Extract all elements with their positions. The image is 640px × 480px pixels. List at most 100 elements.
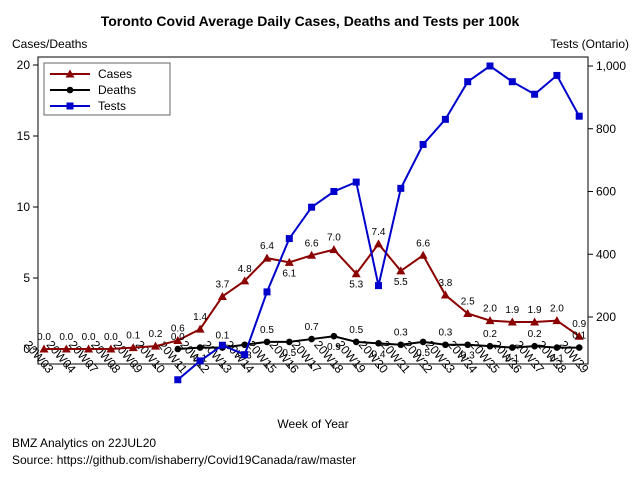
cases-point [307,250,317,259]
deaths-point [553,344,561,351]
tests-point [330,188,338,195]
cases-data-label: 7.4 [372,227,386,238]
deaths-point [286,338,293,346]
right-tick-label: 800 [596,122,616,136]
cases-data-label: 0.0 [82,332,96,343]
cases-data-label: 2.0 [483,304,497,315]
legend-label-tests: Tests [98,99,126,113]
tests-point [397,184,405,192]
cases-point [106,344,116,353]
cases-data-label: 5.3 [349,280,363,291]
cases-point [84,344,94,353]
cases-point [507,317,517,326]
deaths-data-label: 0.1 [505,354,519,365]
deaths-data-label: 0.4 [372,349,386,360]
deaths-data-label: 0.3 [394,328,408,339]
cases-data-label: 2.0 [550,304,564,315]
cases-point [485,316,495,325]
right-axis-title: Tests (Ontario) [550,37,629,51]
deaths-point [464,341,472,349]
deaths-data-label: 0.1 [550,354,564,365]
deaths-data-label: 0.0 [171,332,185,343]
left-tick-label: 10 [17,200,31,214]
cases-point [440,290,450,299]
deaths-point [375,340,382,347]
cases-point [195,324,205,333]
tests-point [486,62,494,70]
deaths-point [575,344,583,351]
cases-point [240,276,250,285]
cases-data-label: 0.0 [37,332,51,343]
deaths-point [352,338,360,346]
cases-point [39,344,49,353]
cases-point [530,317,540,326]
tests-point [575,112,583,120]
deaths-data-label: 0.2 [483,329,497,340]
cases-data-label: 1.4 [193,312,207,323]
legend-marker-deaths [66,86,74,94]
deaths-data-label: 0.3 [438,328,452,339]
cases-point [61,344,71,353]
cases-data-label: 3.8 [438,278,452,289]
cases-data-label: 0.0 [104,332,118,343]
legend-marker-cases [65,69,75,78]
footer-source: Source: https://github.com/ishaberry/Cov… [12,453,357,467]
cases-data-label: 0.6 [171,323,185,334]
tests-point [174,376,182,384]
cases-data-label: 6.6 [305,238,319,249]
legend-label-deaths: Deaths [98,83,136,97]
tests-point [553,71,561,79]
tests-point [531,90,539,98]
tests-point [263,288,271,296]
tests-point [308,203,316,211]
cases-data-label: 7.0 [327,233,341,244]
deaths-data-label: 0.5 [349,325,363,336]
cases-data-label: 5.5 [394,277,408,288]
deaths-point [419,338,427,346]
deaths-data-label: 0.5 [282,348,296,359]
cases-point [552,316,562,325]
cases-point [374,239,383,248]
tests-point [352,178,360,186]
right-tick-label: 200 [596,310,616,324]
deaths-data-label: 0.3 [461,351,475,362]
tests-point [218,341,226,349]
tests-point [464,78,472,86]
right-tick-label: 400 [596,247,616,261]
left-tick-label: 5 [23,271,30,285]
legend-label-cases: Cases [98,67,132,81]
deaths-data-label: 0.1 [215,331,229,342]
cases-data-label: 0.9 [572,319,586,330]
cases-data-label: 6.1 [282,268,296,279]
cases-data-label: 6.6 [416,238,430,249]
cases-point [284,257,294,266]
cases-point [151,341,160,350]
plot-frame [37,56,589,365]
deaths-point [196,344,204,351]
cases-point [463,309,473,317]
deaths-point [241,341,248,349]
deaths-data-label: 0.5 [416,348,430,359]
cases-data-label: 3.7 [215,279,229,290]
deaths-point [509,344,516,351]
series-line-tests [177,64,581,381]
cases-data-label: 4.8 [238,264,252,275]
chart-title: Toronto Covid Average Daily Cases, Death… [101,13,520,29]
tests-point [241,351,249,359]
deaths-data-label: 0.2 [528,329,542,340]
deaths-data-label: 0.9 [327,342,341,353]
cases-data-label: 0.1 [126,331,140,342]
left-tick-label: 20 [17,58,31,72]
cases-point [173,335,183,344]
legend-marker-tests [66,102,74,110]
cases-data-label: 0.2 [149,329,163,340]
left-tick-label: 0 [23,342,30,356]
left-tick-label: 15 [17,129,31,143]
deaths-point [330,332,338,340]
tests-point [419,140,427,148]
cases-data-label: 1.9 [505,305,519,316]
cases-data-label: 0.0 [59,332,73,343]
tests-point [508,78,516,86]
cases-data-label: 2.5 [461,297,475,308]
